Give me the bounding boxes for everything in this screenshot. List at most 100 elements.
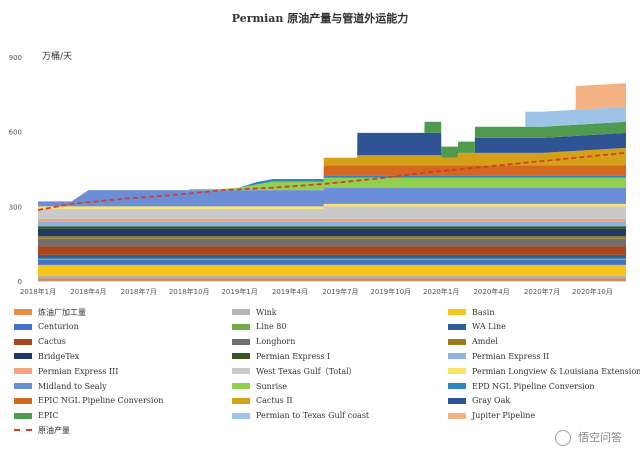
legend-swatch — [448, 323, 466, 330]
legend-label: EPIC — [38, 411, 59, 421]
legend-swatch — [14, 309, 32, 315]
legend-swatch — [448, 368, 466, 375]
production-line — [37, 151, 627, 211]
legend-label: Gray Oak — [472, 396, 511, 406]
legend-swatch — [14, 383, 32, 389]
legend-label: Cactus II — [256, 396, 293, 406]
area-epic-ngl-pipeline-conversion — [38, 165, 626, 202]
area-line-80 — [38, 258, 626, 260]
area-permian-express-iii — [38, 218, 626, 222]
legend-swatch — [14, 353, 32, 360]
x-tick-label: 2018年1月 — [20, 287, 56, 296]
legend-item: Midland to Sealy — [14, 380, 107, 392]
legend-swatch — [14, 397, 32, 404]
x-tick-label: 2020年10月 — [572, 287, 613, 296]
legend-swatch — [232, 368, 250, 375]
legend-item: Permian Longview & Louisiana Extension — [448, 365, 640, 377]
legend-swatch — [232, 353, 250, 360]
legend-item: EPD NGL Pipeline Conversion — [448, 380, 595, 392]
area-sunrise — [38, 177, 626, 202]
watermark-logo-icon — [554, 430, 571, 446]
legend-item: Jupiter Pipeline — [448, 410, 535, 422]
y-tick-label: 300 — [9, 203, 22, 211]
x-tick-label: 2018年7月 — [121, 287, 157, 296]
area- — [38, 278, 626, 281]
legend-label: Permian to Texas Gulf coast — [256, 411, 370, 421]
legend-label: Cactus — [38, 337, 66, 347]
legend-label: Permian Longview & Louisiana Extension — [472, 366, 640, 376]
area-basin — [38, 264, 626, 277]
legend-swatch — [232, 323, 250, 330]
legend-item: Permian Express III — [14, 365, 118, 377]
area-gray-oak — [38, 132, 626, 202]
legend-label: BridgeTex — [38, 351, 80, 361]
x-tick-label: 2019年1月 — [221, 287, 257, 296]
y-tick-label: 600 — [9, 129, 22, 137]
legend-item: Permian Express II — [448, 350, 549, 362]
legend-swatch — [448, 353, 466, 360]
legend-item: Wink — [232, 306, 277, 318]
legend-label: Wink — [256, 307, 277, 317]
area-midland-to-sealy — [38, 187, 626, 207]
legend-item: Sunrise — [232, 380, 287, 392]
x-tick-label: 2020年1月 — [423, 287, 459, 296]
x-tick-label: 2018年10月 — [169, 287, 210, 296]
legend-item: Cactus — [14, 336, 66, 348]
legend-label: EPD NGL Pipeline Conversion — [472, 381, 595, 391]
legend-item: Line 80 — [232, 321, 286, 333]
legend-label: 原油产量 — [38, 425, 70, 435]
legend-item: WA Line — [448, 321, 506, 333]
area-bridgetex — [38, 228, 626, 237]
x-tick-label: 2019年10月 — [370, 287, 411, 296]
legend-item: Cactus II — [232, 395, 293, 407]
legend-swatch — [14, 323, 32, 330]
legend-label: Permian Express I — [256, 351, 331, 361]
legend-label: Line 80 — [256, 322, 287, 332]
area-centurion — [38, 259, 626, 265]
legend-swatch — [232, 412, 250, 419]
area-permian-express-i — [38, 226, 626, 229]
area-wink — [38, 276, 626, 279]
x-tick-label: 2019年7月 — [322, 287, 358, 296]
x-tick-label: 2018年4月 — [70, 287, 106, 296]
area-west-texas-gulf-total — [38, 206, 626, 219]
legend-label: Midland to Sealy — [38, 381, 107, 391]
area-permian-longview-louisiana-extension — [38, 203, 626, 209]
y-tick-label: 0 — [18, 278, 22, 286]
area-longhorn — [38, 238, 626, 247]
legend-swatch — [448, 383, 466, 389]
legend-swatch — [448, 309, 466, 315]
area-permian-express-ii — [38, 221, 626, 227]
legend-swatch — [14, 412, 32, 419]
legend-swatch — [448, 338, 466, 345]
legend-swatch — [448, 412, 466, 419]
legend-item: Gray Oak — [448, 395, 510, 407]
legend-item: 炼油厂加工量 — [14, 306, 86, 318]
legend-swatch — [14, 368, 32, 375]
legend-item: 原油产量 — [14, 424, 70, 436]
legend-label: 炼油厂加工量 — [38, 307, 86, 317]
legend-label: Basin — [472, 307, 495, 317]
watermark: 悟空问答 — [554, 429, 622, 446]
legend-item: Permian to Texas Gulf coast — [232, 410, 369, 422]
legend-item: Centurion — [14, 321, 79, 333]
legend-swatch — [448, 397, 466, 404]
legend-swatch — [232, 397, 250, 404]
legend-label: WA Line — [472, 322, 506, 332]
legend-item: West Texas Gulf（Total） — [232, 365, 357, 377]
legend-label: Permian Express II — [472, 351, 550, 361]
legend-item: EPIC NGL Pipeline Conversion — [14, 395, 163, 407]
area-cactus-ii — [38, 147, 626, 202]
area-cactus — [38, 246, 626, 255]
chart-canvas: Permian 原油产量与管道外运能力 万桶/天 0 300 600 900 2018年… — [9, 11, 627, 296]
legend-item: Permian Express I — [232, 350, 330, 362]
legend-label: Amdel — [472, 337, 498, 347]
y-tick-label: 900 — [9, 54, 22, 62]
legend-item: Longhorn — [232, 336, 295, 348]
legend-item: Amdel — [448, 336, 498, 348]
legend-swatch — [232, 338, 250, 345]
axes: 0 300 600 900 2018年1月 2018年4月 2018年7月 2018年10月 2… — [9, 54, 626, 296]
legend-label: Permian Express III — [38, 366, 119, 376]
legend-item: Basin — [448, 306, 494, 318]
area-epic — [38, 121, 626, 202]
